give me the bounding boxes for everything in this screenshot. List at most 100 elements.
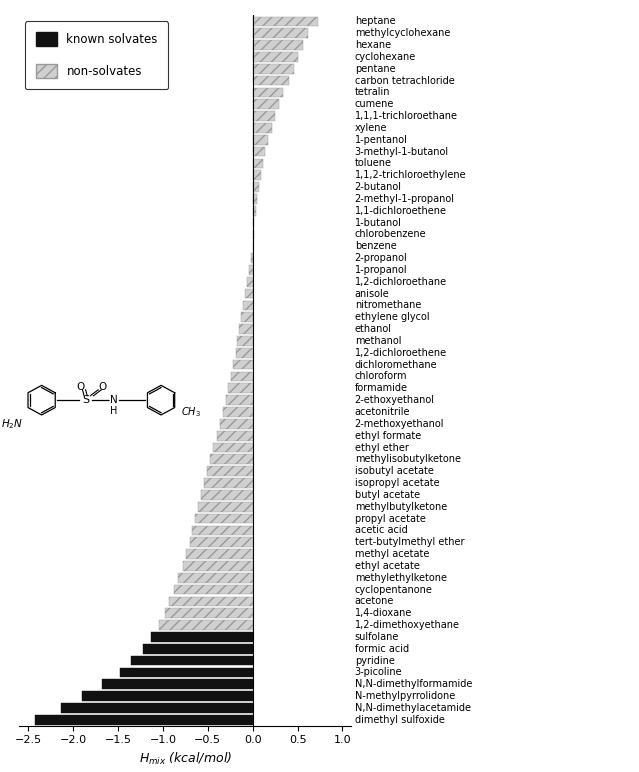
Text: tetralin: tetralin bbox=[355, 87, 390, 97]
Text: N: N bbox=[110, 395, 118, 405]
Text: carbon tetrachloride: carbon tetrachloride bbox=[355, 76, 454, 86]
Text: chloroform: chloroform bbox=[355, 371, 407, 381]
Bar bbox=[238, 336, 252, 346]
Bar bbox=[102, 679, 252, 689]
Text: methyl acetate: methyl acetate bbox=[355, 549, 429, 559]
Text: hexane: hexane bbox=[355, 40, 391, 50]
Bar bbox=[252, 147, 265, 157]
Text: O: O bbox=[77, 382, 85, 392]
Text: cyclohexane: cyclohexane bbox=[355, 52, 416, 62]
Bar bbox=[132, 655, 252, 665]
Text: 1-propanol: 1-propanol bbox=[355, 265, 407, 275]
Bar bbox=[233, 360, 252, 370]
Text: 2-ethoxyethanol: 2-ethoxyethanol bbox=[355, 395, 435, 405]
Text: 2-propanol: 2-propanol bbox=[355, 253, 408, 263]
Bar bbox=[213, 442, 252, 452]
Bar bbox=[190, 537, 252, 547]
Bar bbox=[252, 100, 279, 109]
Text: propyl acetate: propyl acetate bbox=[355, 513, 426, 523]
Text: 1,1,2-trichloroethylene: 1,1,2-trichloroethylene bbox=[355, 171, 466, 180]
Text: chlorobenzene: chlorobenzene bbox=[355, 229, 426, 239]
Bar bbox=[186, 549, 252, 559]
Text: methylisobutylketone: methylisobutylketone bbox=[355, 455, 461, 464]
Text: isobutyl acetate: isobutyl acetate bbox=[355, 466, 433, 476]
Bar bbox=[204, 478, 252, 488]
Bar bbox=[247, 277, 252, 286]
Bar bbox=[252, 206, 256, 215]
Bar bbox=[252, 135, 268, 144]
Text: ethyl acetate: ethyl acetate bbox=[355, 561, 420, 571]
Bar bbox=[252, 194, 257, 204]
Bar bbox=[198, 502, 252, 512]
Bar bbox=[241, 313, 252, 322]
Text: acetone: acetone bbox=[355, 597, 394, 606]
Bar bbox=[252, 29, 309, 38]
Bar bbox=[252, 52, 298, 62]
Text: isopropyl acetate: isopropyl acetate bbox=[355, 478, 439, 488]
Text: ethyl ether: ethyl ether bbox=[355, 442, 408, 452]
Text: tert-butylmethyl ether: tert-butylmethyl ether bbox=[355, 537, 464, 547]
Text: 2-butanol: 2-butanol bbox=[355, 182, 402, 192]
Text: 2-methoxyethanol: 2-methoxyethanol bbox=[355, 419, 444, 428]
Bar bbox=[252, 218, 254, 228]
Bar bbox=[252, 16, 318, 26]
Text: methylcyclohexane: methylcyclohexane bbox=[355, 29, 450, 38]
Bar bbox=[252, 40, 303, 50]
Text: 1,1-dichloroethene: 1,1-dichloroethene bbox=[355, 206, 447, 215]
Bar bbox=[178, 573, 252, 583]
Text: 3-methyl-1-butanol: 3-methyl-1-butanol bbox=[355, 147, 449, 157]
Bar bbox=[165, 608, 252, 618]
Text: 1,2-dichloroethene: 1,2-dichloroethene bbox=[355, 348, 447, 357]
Bar bbox=[251, 253, 252, 263]
Text: pyridine: pyridine bbox=[355, 655, 394, 665]
Text: anisole: anisole bbox=[355, 289, 389, 299]
Text: toluene: toluene bbox=[355, 158, 392, 168]
Text: heptane: heptane bbox=[355, 16, 396, 26]
Text: methylbutylketone: methylbutylketone bbox=[355, 502, 447, 512]
Text: 1-butanol: 1-butanol bbox=[355, 218, 401, 228]
X-axis label: $H_{mix}$ (kcal/mol): $H_{mix}$ (kcal/mol) bbox=[139, 751, 232, 767]
Bar bbox=[252, 64, 294, 73]
Bar bbox=[252, 87, 283, 97]
Text: butyl acetate: butyl acetate bbox=[355, 490, 420, 499]
Bar bbox=[223, 407, 252, 417]
Text: formic acid: formic acid bbox=[355, 644, 409, 654]
Bar bbox=[252, 123, 272, 133]
Bar bbox=[119, 668, 252, 677]
Bar bbox=[228, 384, 252, 393]
Text: N,N-dimethylformamide: N,N-dimethylformamide bbox=[355, 679, 472, 689]
Text: dichloromethane: dichloromethane bbox=[355, 360, 437, 370]
Text: 1,2-dimethoxyethane: 1,2-dimethoxyethane bbox=[355, 620, 459, 630]
Text: 3-picoline: 3-picoline bbox=[355, 668, 403, 677]
Bar bbox=[243, 300, 252, 310]
Text: methanol: methanol bbox=[355, 336, 401, 346]
Bar bbox=[183, 561, 252, 571]
Text: $H_2N$: $H_2N$ bbox=[1, 417, 23, 431]
Bar bbox=[239, 324, 252, 334]
Bar bbox=[143, 644, 252, 654]
Bar bbox=[151, 632, 252, 642]
Bar bbox=[252, 158, 263, 168]
Legend: known solvates, non-solvates: known solvates, non-solvates bbox=[25, 22, 169, 89]
Text: 1,1,1-trichloroethane: 1,1,1-trichloroethane bbox=[355, 111, 458, 121]
Text: formamide: formamide bbox=[355, 384, 408, 393]
Bar bbox=[174, 584, 252, 594]
Bar bbox=[169, 597, 252, 606]
Bar bbox=[159, 620, 252, 630]
Bar bbox=[252, 76, 289, 86]
Text: ethyl formate: ethyl formate bbox=[355, 431, 421, 441]
Text: methylethylketone: methylethylketone bbox=[355, 573, 447, 583]
Bar bbox=[245, 289, 252, 299]
Text: xylene: xylene bbox=[355, 123, 387, 133]
Bar bbox=[217, 431, 252, 441]
Text: 1,2-dichloroethane: 1,2-dichloroethane bbox=[355, 277, 447, 286]
Text: ethylene glycol: ethylene glycol bbox=[355, 313, 429, 322]
Bar bbox=[201, 490, 252, 499]
Bar bbox=[231, 371, 252, 381]
Bar bbox=[252, 171, 261, 180]
Bar bbox=[236, 348, 252, 357]
Text: dimethyl sulfoxide: dimethyl sulfoxide bbox=[355, 715, 445, 725]
Text: cyclopentanone: cyclopentanone bbox=[355, 584, 433, 594]
Bar bbox=[252, 182, 259, 192]
Text: O: O bbox=[99, 382, 107, 392]
